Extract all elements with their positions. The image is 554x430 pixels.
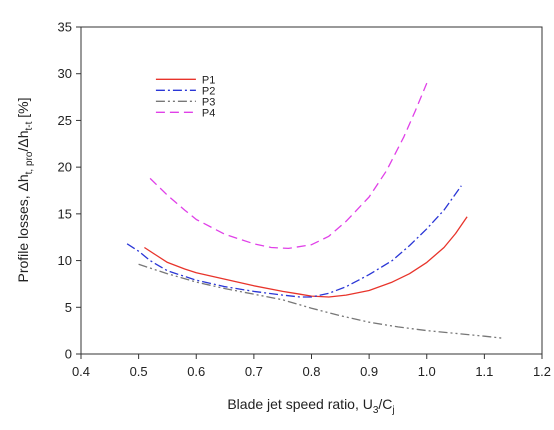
legend-label-p1: P1 [202,74,215,86]
series-line-p4 [149,82,428,250]
x-tick-label: 0.7 [245,364,263,379]
x-tick-label: 0.6 [187,364,205,379]
x-axis-title: Blade jet speed ratio, U3/Cj [227,396,394,416]
x-axis: 0.4 0.5 0.6 0.7 0.8 0.9 1.0 1.1 1.2 [72,354,551,379]
x-tick-label: 0.5 [130,364,148,379]
y-tick-label: 5 [65,300,72,315]
y-tick-label: 35 [58,20,72,35]
x-tick-label: 1.2 [533,364,551,379]
series-group [126,82,502,339]
series-line-p3 [138,263,502,339]
y-tick-label: 20 [58,160,72,175]
x-tick-label: 1.1 [475,364,493,379]
y-axis-title: Profile losses, Δht, pro/Δht-t [%] [15,97,35,282]
series-line-p1 [144,216,468,298]
legend-label-p2: P2 [202,85,215,97]
y-axis: 0 5 10 15 20 25 30 35 [58,20,81,362]
x-tick-label: 0.8 [302,364,320,379]
x-tick-label: 0.4 [72,364,90,379]
legend-label-p3: P3 [202,96,215,108]
y-tick-label: 10 [58,253,72,268]
series-line-p2 [126,185,462,298]
x-tick-label: 0.9 [360,364,378,379]
y-tick-label: 30 [58,66,72,81]
x-tick-label: 1.0 [418,364,436,379]
y-tick-label: 0 [65,347,72,362]
y-tick-label: 25 [58,113,72,128]
y-tick-label: 15 [58,206,72,221]
legend-label-p4: P4 [202,107,215,119]
